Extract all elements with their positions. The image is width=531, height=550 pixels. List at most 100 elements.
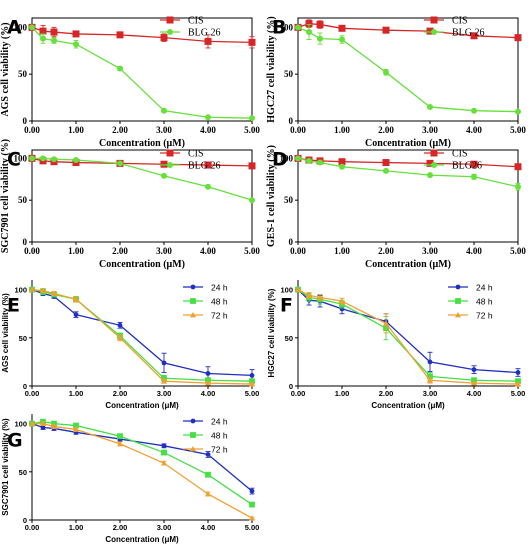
x-axis-title: Concentration (μM) (365, 138, 451, 149)
y-tick-label: 50 (284, 69, 294, 79)
y-tick-label: 0 (23, 116, 28, 126)
data-point (117, 334, 123, 341)
data-point (306, 292, 312, 298)
x-tick-label: 4.00 (201, 523, 216, 532)
y-axis-title: AGS cell viability (%) (0, 22, 11, 116)
data-point (249, 381, 255, 387)
plot-frame (31, 17, 253, 122)
data-point (249, 373, 255, 378)
data-point (316, 21, 324, 29)
data-point (471, 107, 477, 114)
data-point (205, 380, 211, 386)
data-point (161, 378, 167, 384)
y-axis-title: HGC27 cell viability (%) (266, 16, 277, 122)
data-point (295, 155, 301, 162)
data-point (514, 163, 522, 171)
data-point (515, 108, 521, 115)
data-point (382, 26, 390, 34)
data-point (427, 359, 433, 365)
y-axis-title: SGC7901 cell viability (%) (0, 139, 11, 253)
y-tick-label: 0 (289, 116, 294, 126)
x-tick-label: 2.00 (112, 125, 128, 135)
data-point (117, 322, 123, 328)
x-tick-label: 4.00 (467, 389, 482, 398)
data-point (249, 488, 255, 494)
legend-label: BLG 26 (188, 161, 221, 172)
x-tick-label: 1.00 (334, 125, 350, 135)
x-axis-title: Concentration (μM) (371, 401, 445, 410)
legend-label: BLG 26 (452, 28, 485, 39)
chart-panel-d: D 0.00 1.00 2.00 3.00 4.00 5.00 0 50 100 Concentra… (266, 145, 526, 270)
x-tick-label: 0.00 (25, 523, 40, 532)
x-tick-label: 5.00 (245, 389, 260, 398)
data-point (161, 172, 167, 179)
data-point (51, 423, 57, 429)
x-tick-label: 1.00 (334, 246, 350, 256)
data-point (204, 161, 212, 169)
data-point (29, 420, 35, 427)
x-tick-label: 3.00 (422, 125, 438, 135)
x-tick-label: 0.00 (291, 389, 306, 398)
data-point (471, 380, 477, 386)
data-point (470, 160, 478, 168)
panel-letter: C (7, 149, 21, 171)
series-line (297, 157, 519, 168)
x-tick-label: 3.00 (157, 389, 172, 398)
x-tick-label: 1.00 (68, 125, 84, 135)
x-tick-label: 2.00 (379, 389, 394, 398)
panel-letter: B (272, 17, 286, 39)
data-point (248, 162, 256, 170)
data-point (161, 360, 167, 366)
series-cis (294, 19, 522, 42)
legend-marker (455, 284, 461, 290)
data-point (338, 24, 346, 32)
data-point (40, 425, 46, 430)
data-point (117, 433, 123, 440)
legend-label: 48 h (211, 297, 228, 307)
x-tick-label: 2.00 (112, 246, 128, 256)
x-axis-title: Concentration (μM) (99, 259, 185, 270)
data-point (383, 167, 389, 174)
data-point (51, 37, 57, 44)
series-72-h (295, 286, 521, 387)
series-line (31, 26, 253, 119)
legend-marker (430, 149, 438, 157)
x-tick-label: 3.00 (156, 246, 172, 256)
data-point (116, 31, 124, 39)
x-tick-label: 1.00 (69, 523, 84, 532)
chart-panel-a: A 0.00 1.00 2.00 3.00 4.00 5.00 0 50 100 Concentra… (0, 16, 260, 150)
x-tick-label: 4.00 (201, 389, 216, 398)
data-point (248, 38, 256, 46)
data-point (249, 197, 255, 204)
y-tick-label: 50 (19, 468, 27, 477)
legend-label: CIS (188, 16, 204, 27)
series-blg-26 (29, 24, 255, 122)
x-tick-label: 0.00 (25, 389, 40, 398)
series-line (297, 26, 519, 113)
legend-marker (431, 162, 437, 168)
data-point (29, 155, 35, 162)
x-tick-label: 0.00 (24, 246, 40, 256)
data-point (161, 460, 167, 466)
x-tick-label: 5.00 (244, 246, 260, 256)
x-tick-label: 2.00 (113, 389, 128, 398)
data-point (50, 28, 58, 36)
data-point (382, 159, 390, 167)
panel-letter: F (280, 295, 293, 317)
data-point (117, 160, 123, 167)
plot-frame (297, 149, 519, 243)
data-point (117, 65, 123, 72)
x-tick-label: 3.00 (423, 389, 438, 398)
x-axis-title: Concentration (μM) (105, 401, 179, 410)
data-point (40, 420, 46, 427)
x-tick-label: 1.00 (69, 389, 84, 398)
data-point (40, 155, 46, 162)
data-point (471, 367, 477, 373)
y-tick-label: 100 (14, 153, 28, 163)
data-point (160, 160, 168, 168)
y-tick-label: 100 (14, 22, 28, 32)
data-point (427, 172, 433, 179)
data-point (339, 163, 345, 170)
data-point (427, 377, 433, 383)
y-tick-label: 100 (280, 286, 293, 295)
